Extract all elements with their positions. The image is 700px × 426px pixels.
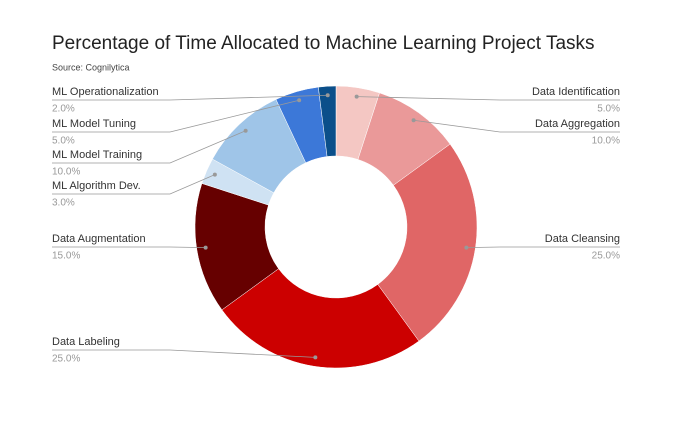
leader-dot <box>313 355 318 360</box>
category-label: ML Algorithm Dev. <box>52 180 141 192</box>
leader-dot <box>464 245 469 250</box>
category-label: Data Aggregation <box>535 118 620 130</box>
slice <box>221 268 420 369</box>
leader-line <box>413 119 620 133</box>
value-label: 2.0% <box>52 104 75 115</box>
value-label: 25.0% <box>52 354 80 365</box>
category-label: ML Model Tuning <box>52 118 136 130</box>
leader-dot <box>411 118 416 123</box>
leader-line <box>52 130 246 164</box>
value-label: 25.0% <box>592 251 620 262</box>
leader-line <box>52 174 216 195</box>
leader-line <box>356 96 620 101</box>
leader-line <box>52 246 206 249</box>
leader-line <box>466 246 620 249</box>
slice <box>318 85 337 157</box>
leader-dot <box>297 98 302 103</box>
value-label: 10.0% <box>592 136 620 147</box>
value-label: 5.0% <box>597 104 620 115</box>
leader-dot <box>203 245 208 250</box>
value-label: 5.0% <box>52 136 75 147</box>
leader-dot <box>325 93 330 98</box>
slice <box>377 143 478 342</box>
category-label: Data Augmentation <box>52 233 146 245</box>
category-label: ML Operationalization <box>52 86 159 98</box>
leader-line <box>52 349 316 358</box>
leader-dot <box>354 94 359 99</box>
category-label: Data Cleansing <box>545 233 620 245</box>
leader-line <box>52 99 300 133</box>
value-label: 3.0% <box>52 198 75 209</box>
value-label: 15.0% <box>52 251 80 262</box>
category-label: Data Labeling <box>52 336 120 348</box>
leader-dot <box>212 172 217 177</box>
chart-title: Percentage of Time Allocated to Machine … <box>52 33 595 54</box>
chart-subtitle: Source: Cognilytica <box>52 62 130 72</box>
value-label: 10.0% <box>52 167 80 178</box>
category-label: ML Model Training <box>52 149 142 161</box>
leader-line <box>52 94 328 101</box>
leader-dot <box>243 128 248 133</box>
category-label: Data Identification <box>532 86 620 98</box>
